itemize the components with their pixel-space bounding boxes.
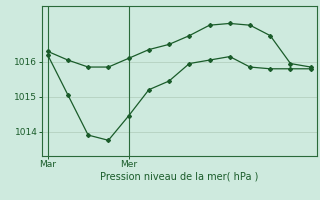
X-axis label: Pression niveau de la mer( hPa ): Pression niveau de la mer( hPa ) <box>100 172 258 182</box>
